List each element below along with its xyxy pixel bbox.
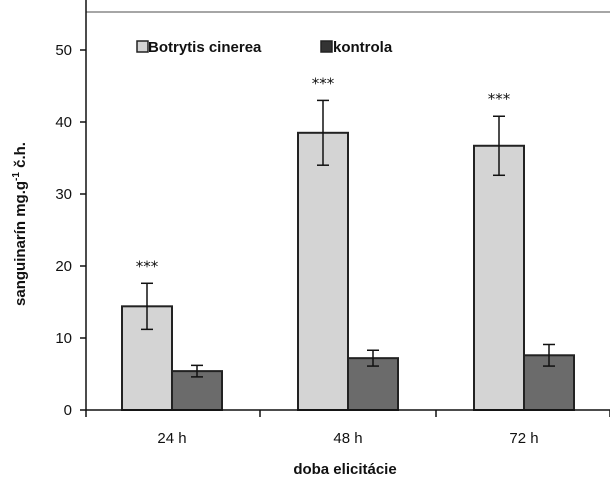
y-tick-label: 30	[55, 186, 72, 203]
significance-label: ***	[136, 257, 159, 275]
y-tick-label: 10	[55, 330, 72, 347]
y-tick-label: 40	[55, 114, 72, 131]
x-tick-label: 24 h	[157, 430, 186, 447]
legend-swatch-botrytis	[136, 40, 149, 53]
y-axis-title-suffix: č.h.	[12, 142, 29, 172]
y-axis-title: sanguinarín mg.g-1 č.h.	[11, 142, 29, 306]
significance-label: ***	[488, 90, 511, 108]
y-tick-label: 50	[55, 42, 72, 59]
y-tick-label: 0	[64, 402, 72, 419]
bars-group	[121, 131, 575, 412]
significance-label: ***	[312, 74, 335, 92]
legend-swatch-kontrola	[320, 40, 333, 53]
x-tick-label: 48 h	[333, 430, 362, 447]
x-tick-label: 72 h	[509, 430, 538, 447]
legend-label-kontrola: kontrola	[333, 39, 393, 56]
legend: Botrytis cinerea kontrola	[136, 39, 393, 56]
significance-labels-group: *** *** ***	[136, 74, 511, 275]
y-axis: 0 10 20 30 40 50	[55, 0, 87, 419]
x-axis: 24 h 48 h 72 h	[85, 409, 610, 447]
x-axis-title: doba elicitácie	[293, 461, 396, 478]
bar-botrytis	[297, 131, 349, 412]
bar-botrytis	[473, 144, 525, 411]
y-axis-title-sup: -1	[11, 172, 22, 181]
y-axis-title-main: sanguinarín mg.g	[12, 181, 29, 306]
legend-label-botrytis: Botrytis cinerea	[148, 39, 262, 56]
error-bars-group	[141, 99, 555, 378]
y-tick-label: 20	[55, 258, 72, 275]
